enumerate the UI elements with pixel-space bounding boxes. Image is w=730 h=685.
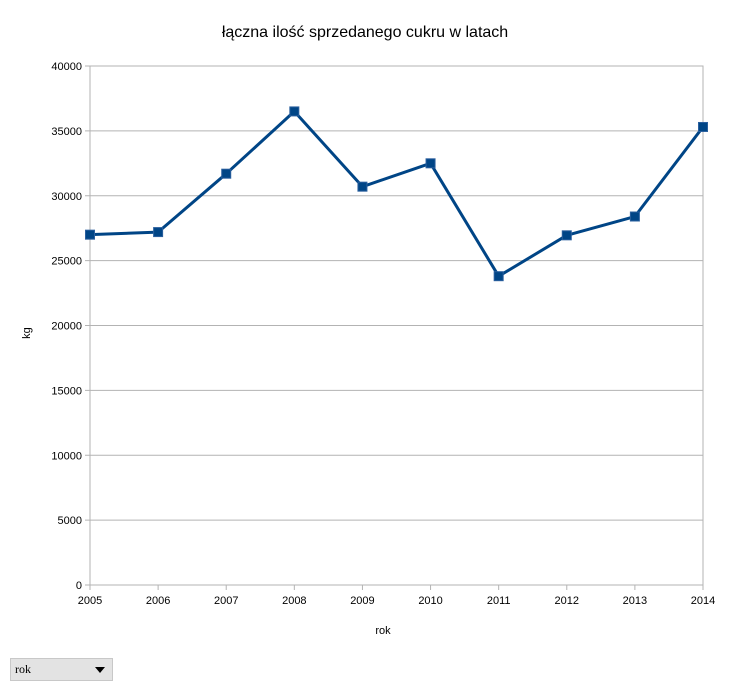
- y-tick-label: 10000: [51, 450, 82, 462]
- y-tick-label: 5000: [58, 515, 82, 527]
- data-point-marker: [85, 229, 95, 240]
- y-tick-label: 35000: [51, 126, 82, 138]
- x-tick-label: 2009: [350, 595, 374, 607]
- field-dropdown[interactable]: rok: [10, 658, 113, 681]
- gridlines: [90, 65, 703, 586]
- y-tick-label: 20000: [51, 321, 82, 333]
- y-tick-label: 15000: [51, 385, 82, 397]
- data-point-marker: [153, 227, 164, 238]
- data-point-marker: [289, 106, 300, 117]
- y-tick-label: 40000: [51, 61, 82, 73]
- data-point-marker: [425, 158, 436, 169]
- x-tick-label: 2011: [487, 595, 511, 607]
- series-line: [89, 109, 705, 278]
- data-point-marker: [493, 271, 504, 282]
- field-dropdown-label: rok: [15, 662, 31, 676]
- data-point-marker: [221, 168, 232, 179]
- data-point-marker: [561, 230, 572, 241]
- data-point-marker: [629, 211, 640, 222]
- y-tick-label: 30000: [51, 191, 82, 203]
- x-tick-label: 2008: [282, 595, 306, 607]
- data-point-marker: [357, 181, 368, 192]
- y-axis-ticks: 0 5000 10000 15000 20000 25000 30000 35000 40000: [51, 61, 90, 592]
- x-tick-label: 2013: [623, 595, 647, 607]
- x-tick-label: 2006: [146, 595, 170, 607]
- chevron-down-icon: [95, 666, 105, 673]
- y-tick-label: 25000: [51, 256, 82, 268]
- x-tick-label: 2007: [214, 595, 238, 607]
- x-axis-label: rok: [375, 625, 391, 637]
- x-tick-label: 2012: [555, 595, 579, 607]
- line-chart: łączna ilość sprzedanego cukru w latach …: [21, 24, 715, 637]
- x-tick-label: 2014: [691, 595, 715, 607]
- x-tick-label: 2005: [78, 595, 102, 607]
- x-axis-ticks: 2005 2006 2007 2008 2009 2010 2011 2012 2013 2014: [78, 585, 715, 607]
- chart-title: łączna ilość sprzedanego cukru w latach: [222, 24, 508, 41]
- y-tick-label: 0: [76, 580, 82, 592]
- plot-area-frame: [89, 65, 704, 586]
- x-tick-label: 2010: [418, 595, 442, 607]
- y-axis-label: kg: [21, 327, 33, 339]
- data-point-marker: [698, 121, 708, 132]
- series-kg: [85, 106, 708, 282]
